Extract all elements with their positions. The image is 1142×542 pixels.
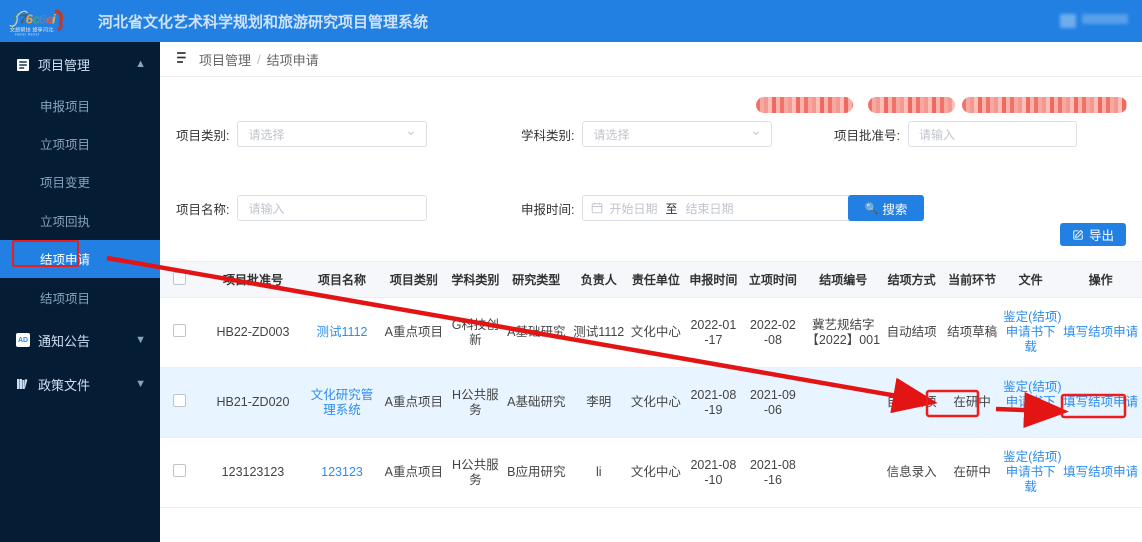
svg-text:i: i bbox=[52, 12, 56, 27]
svg-text:Hebei Relief: Hebei Relief bbox=[15, 33, 39, 37]
